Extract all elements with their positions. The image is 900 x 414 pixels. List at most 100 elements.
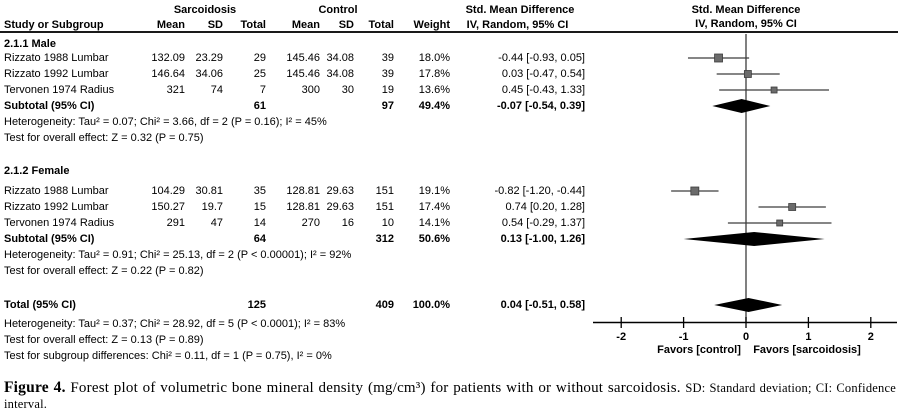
weight: 17.4%: [418, 201, 450, 213]
total-sarcoidosis: 35: [253, 185, 266, 197]
smd-ci-value: 0.03 [-0.47, 0.54]: [501, 68, 585, 80]
col-header-sd1: SD: [207, 19, 223, 31]
subtotal-weight: 49.4%: [418, 100, 450, 112]
total-row: Total (95% CI) 125 409 100.0% 0.04 [-0.5…: [4, 297, 585, 313]
total-control: 19: [381, 84, 394, 96]
sd-sarcoidosis: 74: [210, 84, 223, 96]
total-sarcoidosis: 25: [253, 68, 266, 80]
sd-control: 30: [341, 84, 354, 96]
smd-ci-value: -0.82 [-1.20, -0.44]: [494, 185, 586, 197]
total-control: 151: [375, 201, 394, 213]
sd-control: 34.08: [326, 52, 354, 64]
weight: 19.1%: [418, 185, 450, 197]
col-header-sd2: SD: [338, 19, 354, 31]
subtotal-total-control: 97: [381, 100, 394, 112]
svg-text:1: 1: [805, 331, 811, 343]
subtotal-smd-ci: -0.07 [-0.54, 0.39]: [496, 100, 585, 112]
study-row: Tervonen 1974 Radius 291 47 14 270 16 10…: [4, 215, 585, 231]
study-row: Tervonen 1974 Radius 321 74 7 300 30 19 …: [4, 82, 585, 98]
total-label: Total (95% CI): [4, 299, 76, 311]
total-sarcoidosis: 29: [253, 52, 266, 64]
sd-control: 29.63: [326, 185, 354, 197]
overall-effect-total: Test for overall effect: Z = 0.13 (P = 0…: [4, 334, 204, 346]
smd-ci-value: -0.44 [-0.93, 0.05]: [498, 52, 585, 64]
sd-control: 16: [341, 217, 354, 229]
column-header-row: Study or Subgroup Mean SD Total Mean SD …: [4, 17, 585, 33]
weight: 14.1%: [418, 217, 450, 229]
total-weight: 100.0%: [412, 299, 450, 311]
svg-text:0: 0: [743, 331, 749, 343]
subtotal-total-sarcoidosis: 61: [253, 100, 266, 112]
sd-sarcoidosis: 47: [210, 217, 223, 229]
total-smd-ci: 0.04 [-0.51, 0.58]: [500, 299, 585, 311]
axis-label-favors-control: Favors [control]: [657, 344, 741, 356]
total-total-sarcoidosis: 125: [247, 299, 266, 311]
subgroup-differences: Test for subgroup differences: Chi² = 0.…: [4, 350, 332, 362]
smd-ci-value: 0.54 [-0.29, 1.37]: [501, 217, 585, 229]
weight: 18.0%: [418, 52, 450, 64]
subtotal-total-control: 312: [375, 233, 394, 245]
col-header-weight: Weight: [413, 19, 450, 31]
mean-control: 128.81: [286, 185, 320, 197]
total-control: 10: [381, 217, 394, 229]
mean-control: 128.81: [286, 201, 320, 213]
sd-control: 34.08: [326, 68, 354, 80]
figure-caption: Figure 4. Forest plot of volumetric bone…: [0, 380, 900, 412]
col-header-mean1: Mean: [156, 19, 185, 31]
heterogeneity-total: Heterogeneity: Tau² = 0.37; Chi² = 28.92…: [4, 318, 346, 330]
svg-text:2: 2: [868, 331, 874, 343]
caption-text: Forest plot of volumetric bone mineral d…: [65, 380, 686, 396]
col-header-study: Study or Subgroup: [4, 19, 104, 31]
study-row: Rizzato 1988 Lumbar 104.29 30.81 35 128.…: [4, 183, 585, 199]
mean-control: 270: [301, 217, 320, 229]
total-sarcoidosis: 14: [253, 217, 266, 229]
study-name: Rizzato 1992 Lumbar: [4, 68, 109, 80]
subtotal-label: Subtotal (95% CI): [4, 100, 95, 112]
forest-plot-canvas: -2 -1 0 1 2: [593, 34, 897, 343]
figure-number: Figure 4.: [4, 379, 66, 396]
study-row: Rizzato 1992 Lumbar 150.27 19.7 15 128.8…: [4, 199, 585, 215]
mean-sarcoidosis: 291: [166, 217, 185, 229]
sd-sarcoidosis: 23.29: [195, 52, 223, 64]
plot-subtitle: IV, Random, 95% CI: [695, 18, 797, 30]
sd-sarcoidosis: 19.7: [201, 201, 223, 213]
column-group-sarcoidosis: Sarcoidosis: [173, 4, 237, 16]
plot-title: Std. Mean Difference: [691, 4, 801, 16]
heterogeneity-male: Heterogeneity: Tau² = 0.07; Chi² = 3.66,…: [4, 116, 327, 128]
study-name: Rizzato 1988 Lumbar: [4, 185, 109, 197]
axis-label-favors-sarcoidosis: Favors [sarcoidosis]: [753, 344, 861, 356]
sd-control: 29.63: [326, 201, 354, 213]
col-header-ci: IV, Random, 95% CI: [466, 19, 569, 31]
smd-column-title: Std. Mean Difference: [465, 4, 575, 16]
subtotal-label: Subtotal (95% CI): [4, 233, 95, 245]
weight: 17.8%: [418, 68, 450, 80]
total-control: 39: [381, 52, 394, 64]
mean-control: 145.46: [286, 68, 320, 80]
subtotal-row-female: Subtotal (95% CI) 64 312 50.6% 0.13 [-1.…: [4, 231, 585, 247]
caption-abbreviations: SD: Standard deviation; CI: Confidence i…: [4, 381, 896, 411]
svg-text:-1: -1: [679, 331, 689, 343]
mean-sarcoidosis: 132.09: [151, 52, 185, 64]
subtotal-weight: 50.6%: [418, 233, 450, 245]
total-sarcoidosis: 7: [259, 84, 266, 96]
sd-sarcoidosis: 34.06: [195, 68, 223, 80]
overall-effect-male: Test for overall effect: Z = 0.32 (P = 0…: [4, 132, 204, 144]
total-control: 151: [375, 185, 394, 197]
weight: 13.6%: [418, 84, 450, 96]
subtotal-smd-ci: 0.13 [-1.00, 1.26]: [500, 233, 585, 245]
overall-effect-female: Test for overall effect: Z = 0.22 (P = 0…: [4, 265, 204, 277]
study-row: Rizzato 1988 Lumbar 132.09 23.29 29 145.…: [4, 50, 585, 66]
smd-ci-value: 0.74 [0.20, 1.28]: [505, 201, 585, 213]
study-name: Rizzato 1988 Lumbar: [4, 52, 109, 64]
mean-control: 300: [301, 84, 320, 96]
total-total-control: 409: [375, 299, 394, 311]
smd-ci-value: 0.45 [-0.43, 1.33]: [501, 84, 585, 96]
mean-sarcoidosis: 321: [166, 84, 185, 96]
svg-text:-2: -2: [616, 331, 626, 343]
mean-sarcoidosis: 104.29: [151, 185, 185, 197]
total-control: 39: [381, 68, 394, 80]
column-group-control: Control: [318, 4, 358, 16]
mean-sarcoidosis: 150.27: [151, 201, 185, 213]
heterogeneity-female: Heterogeneity: Tau² = 0.91; Chi² = 25.13…: [4, 249, 352, 261]
